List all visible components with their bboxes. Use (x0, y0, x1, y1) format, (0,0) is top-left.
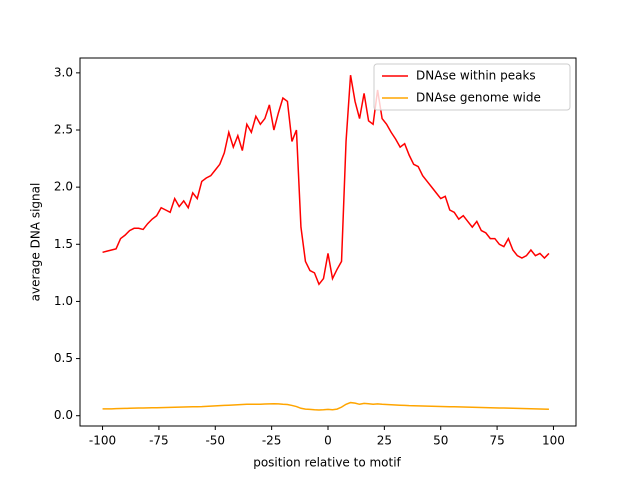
y-tick-label: 1.5 (54, 237, 73, 251)
x-tick-label: 75 (489, 434, 504, 448)
x-axis-label: position relative to motif (253, 456, 401, 470)
data-line (102, 401, 549, 411)
y-tick-label: 3.0 (54, 65, 73, 79)
legend-box (373, 63, 571, 111)
y-tick-label: 2.0 (54, 180, 73, 194)
y-tick-label: 1.0 (54, 294, 73, 308)
y-tick-label: 0.0 (54, 408, 73, 422)
y-tick-label: 2.5 (54, 123, 73, 137)
legend-label: DNAse within peaks (416, 69, 536, 83)
x-tick-label: -50 (205, 434, 225, 448)
x-tick-label: 25 (377, 434, 392, 448)
plot-frame (79, 57, 577, 427)
y-tick-label: 0.5 (54, 351, 73, 365)
legend-label: DNAse genome wide (416, 91, 541, 105)
x-tick-label: -100 (89, 434, 116, 448)
data-line (102, 75, 550, 286)
x-tick-label: 100 (542, 434, 565, 448)
x-tick-label: 0 (324, 434, 332, 448)
y-axis-label: average DNA signal (29, 183, 43, 302)
x-tick-label: -75 (149, 434, 169, 448)
x-tick-label: 50 (433, 434, 448, 448)
x-tick-label: -25 (262, 434, 282, 448)
